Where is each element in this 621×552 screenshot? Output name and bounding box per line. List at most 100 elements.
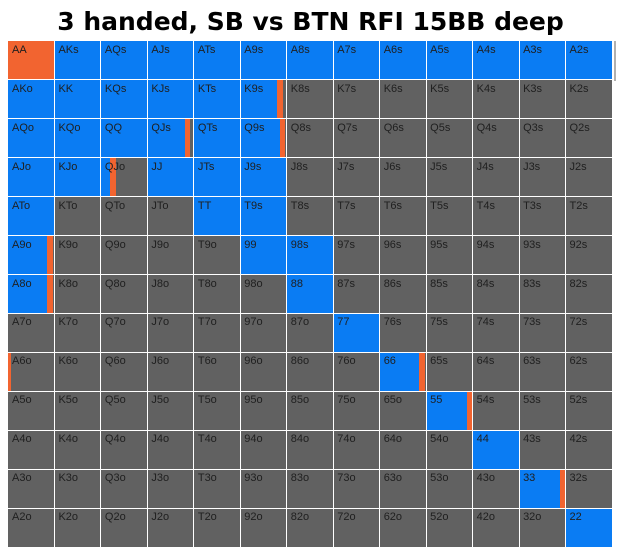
cell-fill [333,352,380,392]
hand-label: 63o [383,472,403,485]
cell-fill [426,235,473,275]
cell-fill [286,79,334,119]
hand-cell-QJo: QJo [100,157,148,197]
hand-cell-42o: 42o [472,508,520,547]
hand-cell-JTo: JTo [147,196,194,236]
raise-fill [147,118,185,158]
hand-cell-84o: 84o [286,430,334,470]
hand-cell-82s: 82s [565,274,612,314]
hand-cell-A2s: A2s [565,41,612,80]
hand-cell-T7s: T7s [333,196,380,236]
hand-cell-T9s: T9s [240,196,287,236]
hand-cell-72s: 72s [565,313,612,353]
hand-cell-53o: 53o [426,469,473,509]
cell-fill [8,157,55,197]
hand-cell-Q6o: Q6o [100,352,148,392]
mixed-fill [184,118,191,158]
cell-fill [54,313,101,353]
hand-label: 72s [569,316,588,329]
hand-label: Q5o [104,394,126,407]
mixed-fill [279,118,286,158]
hand-label: T8s [290,199,310,212]
hand-cell-Q8o: Q8o [100,274,148,314]
hand-cell-T3s: T3s [519,196,566,236]
mixed-fill [8,352,11,392]
cell-fill [8,118,55,158]
hand-label: A9o [12,238,32,251]
hand-cell-A8s: A8s [286,41,334,80]
hand-label: 42o [476,511,495,524]
cell-fill [240,430,287,470]
hand-cell-QTo: QTo [100,196,148,236]
hand-cell-52o: 52o [426,508,473,547]
cell-fill [147,391,194,431]
hand-label: T6s [383,199,403,212]
hand-label: A6o [12,355,32,368]
hand-cell-72o: 72o [333,508,380,547]
cell-fill [54,235,101,275]
cell-fill [379,235,427,275]
hand-cell-A9o: A9o [8,235,55,275]
hand-cell-T6o: T6o [193,352,241,392]
cell-fill [565,235,612,275]
hand-label: 99 [244,238,257,251]
cell-fill [472,430,520,470]
cell-fill [54,430,101,470]
hand-label: 52s [569,394,588,407]
hand-label: 87o [290,316,310,329]
hand-label: Q7o [104,316,126,329]
hand-label: 32s [569,472,588,485]
hand-label: J6s [383,160,401,173]
cell-fill [519,313,566,353]
hand-cell-75s: 75s [426,313,473,353]
cell-fill [193,508,241,547]
cell-fill [8,391,55,431]
hand-cell-73s: 73s [519,313,566,353]
hand-label: T3s [523,199,542,212]
cell-fill [519,118,566,158]
hand-label: 76s [383,316,402,329]
hand-label: 97s [337,238,355,251]
grid-line-vertical [425,41,427,547]
hand-cell-J7s: J7s [333,157,380,197]
hand-cell-K9s: K9s [240,79,287,119]
hand-cell-43o: 43o [472,469,520,509]
hand-label: QJs [151,121,171,134]
grid-line-vertical [146,41,148,547]
hand-label: T4o [197,433,217,446]
hand-cell-93s: 93s [519,235,566,275]
cell-fill [379,157,427,197]
cell-fill [472,196,520,236]
hand-label: KQo [58,121,81,134]
hand-cell-K6o: K6o [54,352,101,392]
cell-fill [519,157,566,197]
hand-cell-33: 33 [519,469,566,509]
cell-fill [519,430,566,470]
hand-label: J4o [151,433,170,446]
cell-fill [333,118,380,158]
cell-fill [8,313,55,353]
range-grid: AA AKs AQs AJs ATs A9s A8s A7s A6s A5s A4s A3s A2s AK… [8,41,612,547]
hand-label: AQs [104,44,127,56]
hand-label: A9s [244,44,264,56]
hand-cell-K3o: K3o [54,469,101,509]
cell-fill [8,352,55,392]
hand-label: 75o [337,394,356,407]
cell-fill [147,352,194,392]
hand-label: Q9s [244,121,265,134]
hand-label: 98o [244,277,263,290]
hand-label: 65s [430,355,448,368]
hand-label: J5s [430,160,448,173]
cell-fill [426,430,473,470]
cell-fill [472,157,520,197]
cell-fill [565,196,612,236]
hand-label: JTs [197,160,215,173]
hand-cell-74s: 74s [472,313,520,353]
cell-fill [565,79,612,119]
cell-fill [426,196,473,236]
hand-label: K6o [58,355,79,368]
hand-cell-85o: 85o [286,391,334,431]
hand-cell-87o: 87o [286,313,334,353]
hand-label: K8s [290,82,310,95]
hand-cell-T2o: T2o [193,508,241,547]
